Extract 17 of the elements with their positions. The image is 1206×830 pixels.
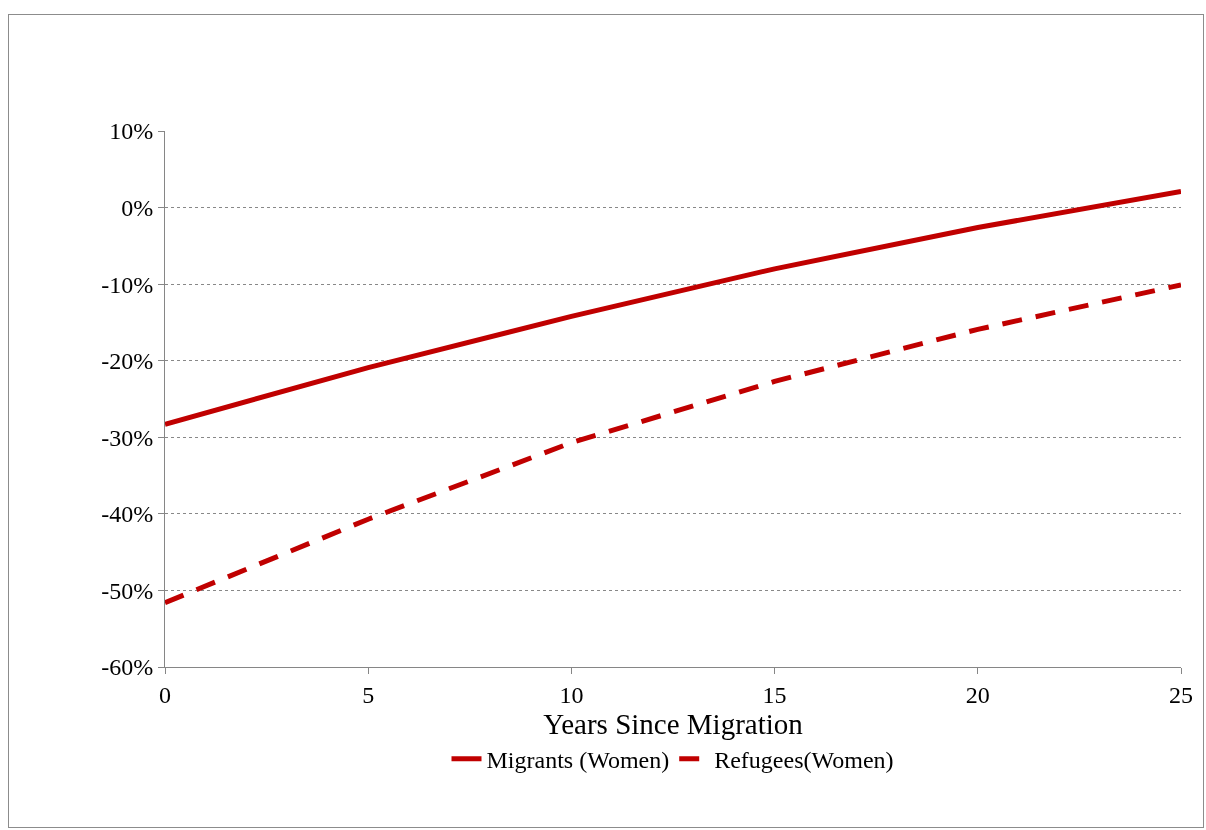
x-tick-label: 15 — [762, 681, 787, 708]
y-tick-label: 0% — [121, 194, 154, 221]
x-tick-label: 0 — [159, 681, 171, 708]
y-tick-label: 10% — [109, 118, 154, 145]
x-tick-label: 10 — [559, 681, 584, 708]
x-tick-label: 25 — [1169, 681, 1193, 708]
y-tick-label: -30% — [101, 424, 154, 451]
y-tick-label: -60% — [101, 654, 154, 681]
legend-label: Refugees(Women) — [714, 747, 894, 774]
legend-label: Migrants (Women) — [486, 747, 670, 774]
x-tick-label: 5 — [362, 681, 375, 708]
x-axis-title: Years Since Migration — [543, 707, 804, 740]
y-tick-label: -40% — [101, 501, 154, 528]
y-tick-label: -10% — [101, 271, 154, 298]
x-tick-label: 20 — [965, 681, 990, 708]
y-tick-label: -50% — [101, 577, 154, 604]
y-tick-label: -20% — [101, 348, 154, 375]
